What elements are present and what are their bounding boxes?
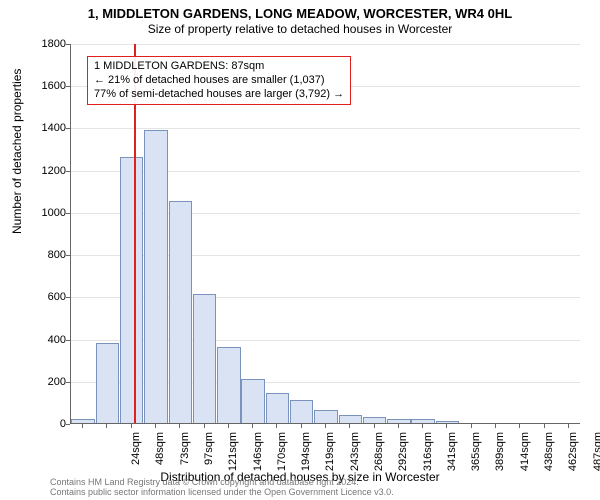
x-tick <box>495 424 496 428</box>
y-tick-label: 400 <box>30 334 66 346</box>
x-tick-label: 341sqm <box>446 432 458 482</box>
histogram-bar <box>71 419 94 423</box>
x-tick <box>398 424 399 428</box>
x-tick <box>131 424 132 428</box>
chart-title: 1, MIDDLETON GARDENS, LONG MEADOW, WORCE… <box>0 6 600 21</box>
x-tick-label: 243sqm <box>349 432 361 482</box>
histogram-bar <box>217 347 240 423</box>
y-tick-label: 1600 <box>30 80 66 92</box>
y-tick <box>66 297 70 298</box>
annotation-line-3: 77% of semi-detached houses are larger (… <box>94 88 344 102</box>
x-tick <box>106 424 107 428</box>
y-tick <box>66 213 70 214</box>
histogram-bar <box>290 400 313 423</box>
y-tick-label: 600 <box>30 291 66 303</box>
histogram-bar <box>96 343 119 423</box>
y-tick-label: 0 <box>30 418 66 430</box>
x-tick <box>374 424 375 428</box>
histogram-bar <box>387 419 410 423</box>
y-tick <box>66 171 70 172</box>
x-tick-label: 146sqm <box>252 432 264 482</box>
y-tick-label: 1400 <box>30 122 66 134</box>
y-tick <box>66 44 70 45</box>
x-tick-label: 462sqm <box>567 432 579 482</box>
y-tick-label: 1800 <box>30 38 66 50</box>
x-tick-label: 48sqm <box>154 432 166 482</box>
plot-area: 1 MIDDLETON GARDENS: 87sqm ← 21% of deta… <box>70 44 580 424</box>
x-tick-label: 389sqm <box>494 432 506 482</box>
histogram-bar <box>314 410 337 423</box>
x-tick <box>179 424 180 428</box>
histogram-bar <box>266 393 289 423</box>
x-tick-label: 73sqm <box>179 432 191 482</box>
credits-line-2: Contains public sector information licen… <box>50 488 394 498</box>
histogram-bar <box>339 415 362 423</box>
x-tick <box>276 424 277 428</box>
y-tick <box>66 255 70 256</box>
x-tick <box>301 424 302 428</box>
annotation-line-2: ← 21% of detached houses are smaller (1,… <box>94 74 344 88</box>
histogram-bar <box>411 419 434 423</box>
x-tick-label: 121sqm <box>227 432 239 482</box>
annotation-box: 1 MIDDLETON GARDENS: 87sqm ← 21% of deta… <box>87 56 351 105</box>
histogram-bar <box>363 417 386 423</box>
histogram-bar <box>241 379 264 423</box>
x-tick-label: 365sqm <box>470 432 482 482</box>
chart-subtitle: Size of property relative to detached ho… <box>0 22 600 36</box>
y-tick-label: 800 <box>30 249 66 261</box>
y-tick <box>66 424 70 425</box>
histogram-bar <box>120 157 143 423</box>
x-tick <box>155 424 156 428</box>
histogram-chart: 1, MIDDLETON GARDENS, LONG MEADOW, WORCE… <box>0 0 600 500</box>
y-tick <box>66 340 70 341</box>
x-tick <box>471 424 472 428</box>
x-tick-label: 487sqm <box>592 432 600 482</box>
x-tick <box>228 424 229 428</box>
y-tick <box>66 128 70 129</box>
y-tick <box>66 86 70 87</box>
x-tick <box>519 424 520 428</box>
x-tick <box>446 424 447 428</box>
credits-text: Contains HM Land Registry data © Crown c… <box>50 478 394 498</box>
x-tick <box>349 424 350 428</box>
x-tick-label: 194sqm <box>300 432 312 482</box>
x-tick-label: 170sqm <box>276 432 288 482</box>
y-tick-label: 200 <box>30 376 66 388</box>
x-tick <box>325 424 326 428</box>
x-tick-label: 414sqm <box>519 432 531 482</box>
x-tick <box>422 424 423 428</box>
x-tick <box>82 424 83 428</box>
x-tick-label: 219sqm <box>324 432 336 482</box>
histogram-bar <box>144 130 167 423</box>
y-tick-label: 1200 <box>30 165 66 177</box>
x-tick-label: 292sqm <box>397 432 409 482</box>
x-tick <box>252 424 253 428</box>
x-tick <box>568 424 569 428</box>
x-tick-label: 97sqm <box>203 432 215 482</box>
y-tick <box>66 382 70 383</box>
y-axis-title: Number of detached properties <box>10 69 24 234</box>
x-tick-label: 24sqm <box>130 432 142 482</box>
x-tick-label: 268sqm <box>373 432 385 482</box>
gridline <box>71 44 580 45</box>
histogram-bar <box>193 294 216 423</box>
annotation-line-1: 1 MIDDLETON GARDENS: 87sqm <box>94 60 344 74</box>
histogram-bar <box>169 201 192 423</box>
x-tick-label: 316sqm <box>422 432 434 482</box>
histogram-bar <box>436 421 459 423</box>
y-tick-label: 1000 <box>30 207 66 219</box>
x-tick <box>204 424 205 428</box>
x-tick <box>544 424 545 428</box>
x-tick-label: 438sqm <box>543 432 555 482</box>
